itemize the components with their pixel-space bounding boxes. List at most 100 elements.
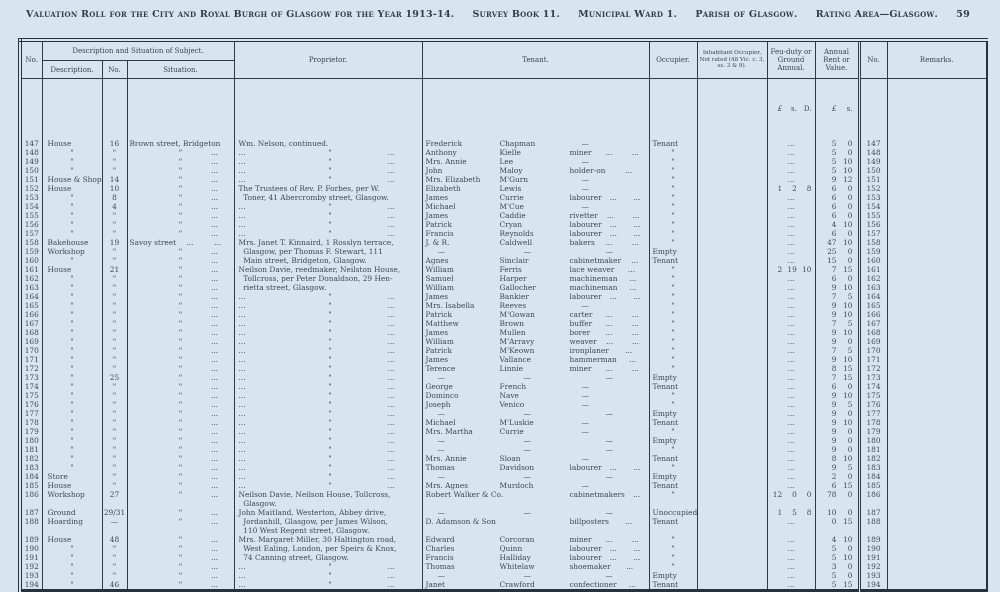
tenant-t2: M'Keown xyxy=(499,346,535,355)
cell-remarks xyxy=(887,409,987,418)
cell-description: " xyxy=(42,337,103,346)
cell-occupier: Empty xyxy=(649,247,698,256)
cell-occupier: " xyxy=(649,328,698,337)
cell-inhabitant-occupier xyxy=(697,355,768,364)
cell-occupier: Tenant xyxy=(649,517,698,526)
cell-description: " xyxy=(42,319,103,328)
tenant-t1: Edward xyxy=(425,535,455,544)
tenant-t1: James xyxy=(425,292,449,301)
cell-remarks xyxy=(887,454,987,463)
cell-inhabitant-occupier xyxy=(697,571,768,580)
cell-proprietor: Glasgow. xyxy=(234,499,423,508)
cell-entry-no-right: 159 xyxy=(859,247,888,256)
cell-street-no: " xyxy=(102,391,128,400)
cell-feu-duty: ... xyxy=(767,157,816,166)
cell-occupier: " xyxy=(649,292,698,301)
cell-tenant: — — — xyxy=(422,571,650,580)
page-header-line: Valuation Roll for the City and Royal Bu… xyxy=(26,9,970,20)
cell-entry-no: 177 xyxy=(20,409,43,418)
cell-street-no: 4 xyxy=(102,202,128,211)
cell-feu-duty: ... xyxy=(767,517,816,526)
cell-proprietor: ... "... xyxy=(234,166,423,175)
cell-entry-no: 151 xyxy=(20,175,43,184)
cell-remarks xyxy=(887,571,987,580)
tenant-t2 xyxy=(500,490,570,499)
cell-inhabitant-occupier xyxy=(697,499,768,508)
tenant-t1: James xyxy=(425,193,449,202)
cell-proprietor: ... "... xyxy=(234,382,423,391)
cell-tenant: Mrs. Annie Sloan — xyxy=(422,454,650,463)
tenant-t3: — xyxy=(581,202,589,211)
cell-inhabitant-occupier xyxy=(697,391,768,400)
cell-tenant: Robert Walker & Co. cabinetmakers... xyxy=(422,490,650,499)
cell-street-no: " xyxy=(102,400,128,409)
cell-situation: "... xyxy=(127,580,235,591)
table-row: 170 " " "...... "... Patrick M'Keown ironplaner… xyxy=(20,346,987,355)
cell-entry-no: 149 xyxy=(20,157,43,166)
cell-description: " xyxy=(42,463,103,472)
cell-inhabitant-occupier xyxy=(697,184,768,193)
tenant-t3: — xyxy=(581,481,589,490)
cell-tenant: — — — xyxy=(422,436,650,445)
cell-feu-duty: ... xyxy=(767,472,816,481)
cell-entry-no-right: 175 xyxy=(859,391,888,400)
tenant-t1: James xyxy=(425,328,449,337)
cell-feu-duty xyxy=(767,526,816,535)
tenant-t3: buffer...... xyxy=(569,319,639,328)
cell-description: " xyxy=(42,220,103,229)
cell-situation: "... xyxy=(127,553,235,562)
cell-description: " xyxy=(42,391,103,400)
cell-remarks xyxy=(887,256,987,265)
tenant-t2: Murdoch xyxy=(499,481,534,490)
cell-occupier: " xyxy=(649,562,698,571)
cell-inhabitant-occupier xyxy=(697,373,768,382)
cell-situation: "... xyxy=(127,400,235,409)
cell-situation: "... xyxy=(127,274,235,283)
cell-tenant: Mrs. Isabella Reeves — xyxy=(422,301,650,310)
cell-remarks xyxy=(887,148,987,157)
cell-inhabitant-occupier xyxy=(697,337,768,346)
cell-description: " xyxy=(42,580,103,591)
cell-remarks xyxy=(887,175,987,184)
tenant-t1: J. & R. xyxy=(425,238,450,247)
cell-proprietor: ... "... xyxy=(234,481,423,490)
units-cell xyxy=(20,78,43,139)
cell-proprietor: Mrs. Janet T. Kinnaird, 1 Rosslyn terrac… xyxy=(234,238,423,247)
cell-occupier: " xyxy=(649,391,698,400)
cell-proprietor: ... "... xyxy=(234,319,423,328)
cell-annual-rent: 9 10 xyxy=(815,328,861,337)
cell-description: House xyxy=(42,184,103,193)
cell-remarks xyxy=(887,328,987,337)
table-row: 148 " " "...... "... Anthony Kielle miner......… xyxy=(20,148,987,157)
cell-feu-duty: ... xyxy=(767,436,816,445)
cell-entry-no: 163 xyxy=(20,283,43,292)
cell-entry-no-right: 168 xyxy=(859,328,888,337)
cell-entry-no: 181 xyxy=(20,445,43,454)
tenant-t3: shoemaker... xyxy=(569,562,634,571)
cell-feu-duty: ... xyxy=(767,427,816,436)
tenant-t2: Vallance xyxy=(499,355,531,364)
cell-remarks xyxy=(887,184,987,193)
cell-situation: "... xyxy=(127,373,235,382)
tenant-t3: — xyxy=(581,175,589,184)
cell-proprietor: Jordanhill, Glasgow, per James Wilson, xyxy=(234,517,423,526)
cell-street-no: 48 xyxy=(102,535,128,544)
cell-description: " xyxy=(42,157,103,166)
cell-feu-duty: ... xyxy=(767,175,816,184)
tenant-t1: James xyxy=(425,355,449,364)
tenant-t2: — xyxy=(523,508,531,517)
cell-annual-rent xyxy=(815,526,861,535)
cell-situation: Savoy street...... xyxy=(127,238,235,247)
cell-street-no: " xyxy=(102,328,128,337)
cell-situation: "... xyxy=(127,247,235,256)
table-row: 167 " " "...... "... Matthew Brown buffer......… xyxy=(20,319,987,328)
tenant-t1: John xyxy=(425,166,443,175)
cell-situation: "... xyxy=(127,193,235,202)
cell-situation: "... xyxy=(127,463,235,472)
tenant-t1: Frederick xyxy=(425,139,463,148)
